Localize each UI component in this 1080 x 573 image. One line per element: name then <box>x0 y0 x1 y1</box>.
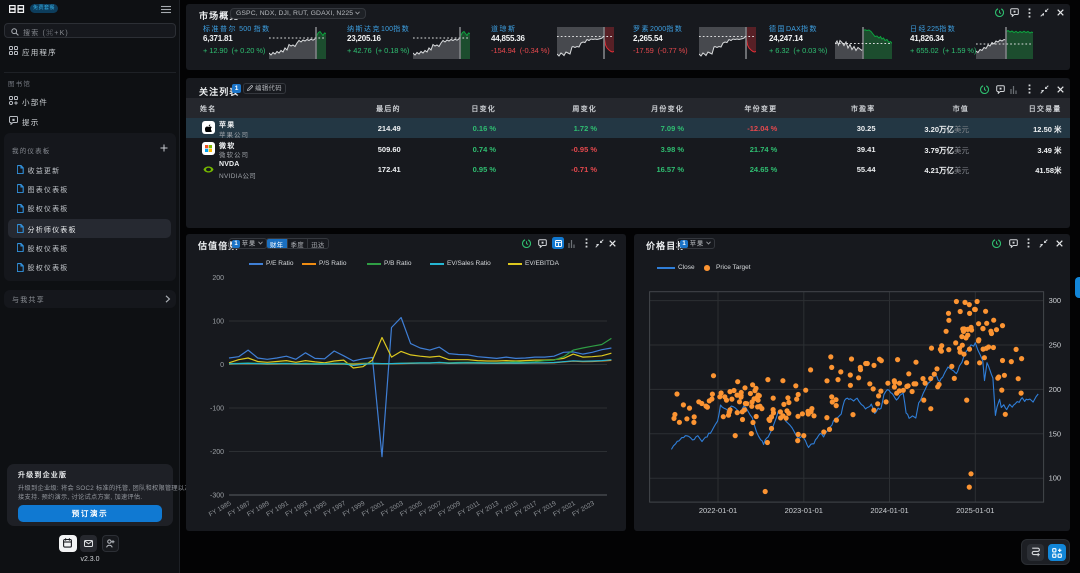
svg-text:300: 300 <box>1049 296 1062 305</box>
svg-text:0: 0 <box>220 362 224 369</box>
svg-text:2024-01-01: 2024-01-01 <box>870 506 908 515</box>
svg-text:200: 200 <box>212 275 224 282</box>
svg-text:2025-01-01: 2025-01-01 <box>956 506 994 515</box>
svg-text:100: 100 <box>212 318 224 325</box>
svg-text:150: 150 <box>1049 429 1062 438</box>
svg-text:100: 100 <box>1049 474 1062 483</box>
svg-text:200: 200 <box>1049 385 1062 394</box>
svg-text:FY 2023: FY 2023 <box>571 500 596 518</box>
svg-text:250: 250 <box>1049 341 1062 350</box>
svg-text:2022-01-01: 2022-01-01 <box>699 506 737 515</box>
svg-text:2023-01-01: 2023-01-01 <box>785 506 823 515</box>
svg-text:-200: -200 <box>210 449 224 456</box>
svg-text:-100: -100 <box>210 405 224 412</box>
svg-text:-300: -300 <box>210 492 224 499</box>
